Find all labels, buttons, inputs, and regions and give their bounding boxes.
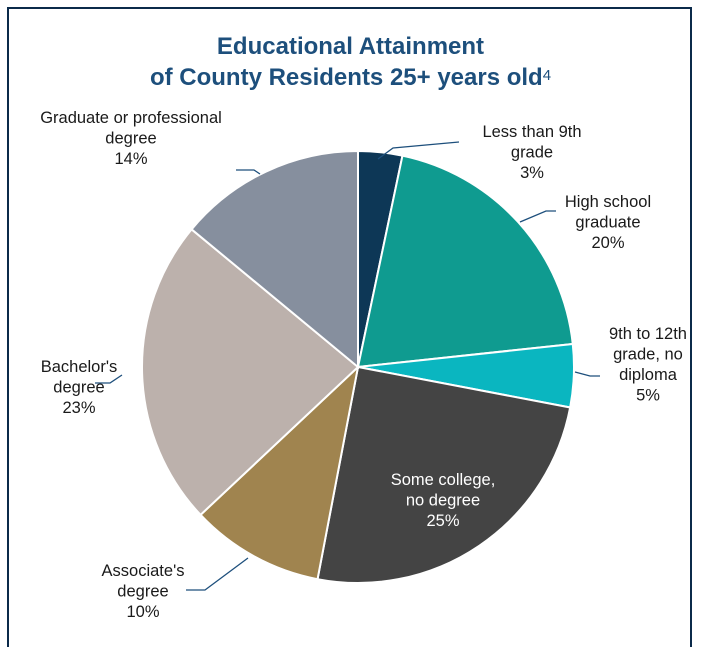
slice-category-label: graduate: [575, 214, 640, 232]
slice-value-label: 10%: [126, 603, 159, 621]
slice-value-label: 14%: [114, 150, 147, 168]
chart-title-line2-text: of County Residents 25+ years old: [149, 64, 543, 91]
leader-line: [95, 374, 123, 384]
slice-category-label: Associate's: [102, 562, 185, 580]
leader-line: [236, 169, 261, 175]
chart-title: Educational Attainment of County Residen…: [0, 31, 701, 93]
slice-category-label: no degree: [406, 492, 480, 510]
leader-line: [377, 141, 460, 160]
slice-value-label: 3%: [520, 164, 544, 182]
slice-label: Associate's degree 10%: [102, 562, 185, 621]
slice-value-label: 23%: [62, 399, 95, 417]
slice-category-label: 9th to 12th: [609, 325, 687, 343]
slice-value-label: 25%: [426, 512, 459, 530]
pie-slice: [141, 227, 360, 517]
slice-label: Some college, no degree 25%: [391, 471, 496, 530]
slice-category-label: Graduate or professional: [40, 109, 222, 127]
slice-label: High school graduate 20%: [565, 193, 651, 252]
title-footnote-marker: 4: [542, 67, 552, 84]
slice-category-label: grade, no: [613, 346, 683, 364]
slice-category-label: High school: [565, 193, 651, 211]
pie-slice: [199, 364, 360, 581]
leader-line: [186, 557, 249, 591]
slice-label: Less than 9th grade 3%: [482, 123, 581, 182]
slice-value-label: 5%: [636, 387, 660, 405]
slice-category-label: diploma: [619, 366, 678, 384]
chart-title-line2: of County Residents 25+ years old4: [0, 62, 701, 93]
slice-category-label: grade: [511, 144, 553, 162]
slice-category-label: degree: [105, 130, 156, 148]
slice-category-label: degree: [117, 583, 168, 601]
leader-line: [574, 371, 600, 377]
slice-labels: Less than 9th grade 3% High school graduate 2…: [40, 109, 687, 621]
slice-label: Bachelor's degree 23%: [41, 358, 118, 417]
slice-value-label: 20%: [591, 234, 624, 252]
leader-line: [519, 210, 556, 223]
slice-category-label: Some college,: [391, 471, 496, 489]
slice-category-label: Bachelor's: [41, 358, 118, 376]
pie-slices: [141, 149, 575, 584]
pie-slice: [190, 149, 359, 370]
slice-label: Graduate or professional degree 14%: [40, 109, 222, 168]
pie-slice: [316, 365, 572, 584]
chart-title-line1: Educational Attainment: [216, 33, 485, 60]
slice-category-label: Less than 9th: [482, 123, 581, 141]
slice-label: 9th to 12th grade, no diploma 5%: [609, 325, 687, 405]
pie-slice: [356, 154, 574, 369]
slice-category-label: degree: [53, 379, 104, 397]
leader-lines: [95, 141, 600, 591]
